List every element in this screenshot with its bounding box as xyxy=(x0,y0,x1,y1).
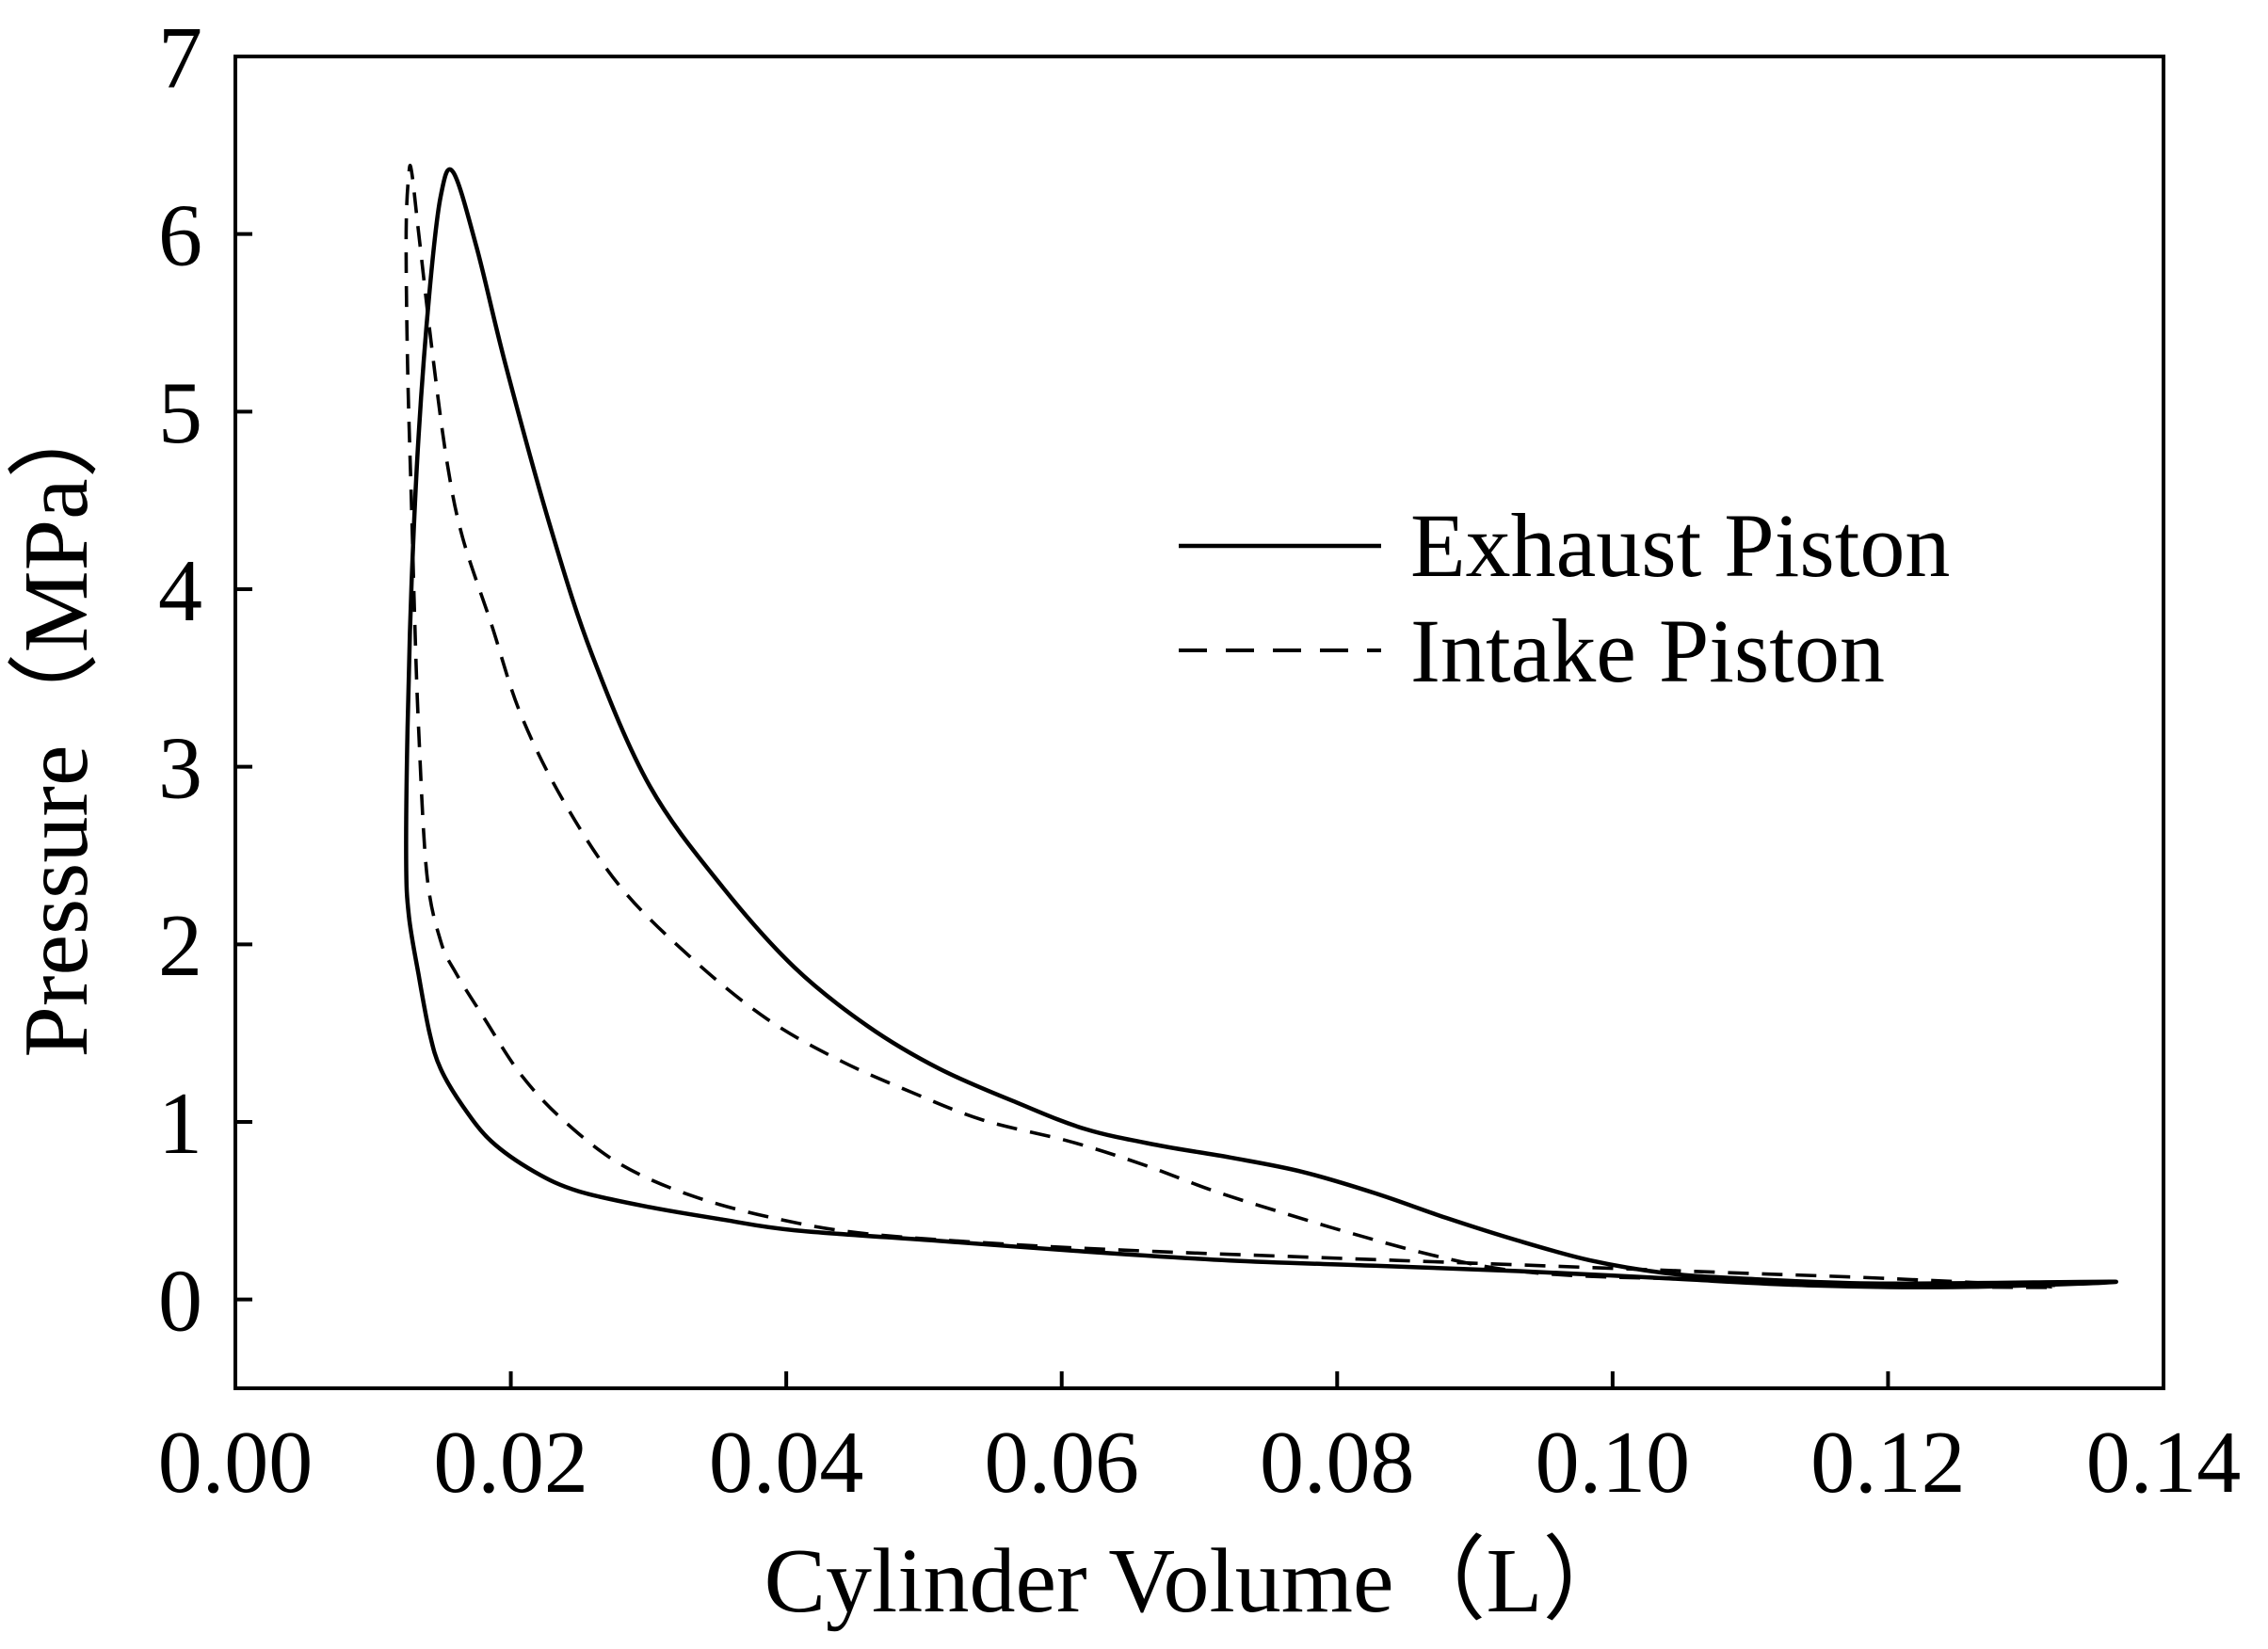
tick-layer: 0.00 0.02 0.04 0.06 0.08 0.10 0.12 0.14 0 1 2 3 4 5 6 7 xyxy=(158,9,2242,1512)
y-tick-label: 4 xyxy=(158,542,202,640)
x-tick-label: 0.04 xyxy=(709,1414,864,1512)
y-tick-label: 6 xyxy=(158,187,202,285)
x-tick-label: 0.02 xyxy=(433,1414,588,1512)
plot-frame xyxy=(233,55,2165,1390)
y-tick-label: 7 xyxy=(158,9,202,107)
x-tick-label: 0.12 xyxy=(1810,1414,1966,1512)
x-tick-label: 0.10 xyxy=(1536,1414,1691,1512)
series-line-intake-piston xyxy=(404,163,2055,1289)
x-tick-label: 0.14 xyxy=(2086,1414,2242,1512)
series-layer xyxy=(404,163,2118,1289)
x-axis-title: Cylinder Volume（L） xyxy=(764,1530,1635,1632)
y-tick-label: 3 xyxy=(158,720,202,818)
y-tick-label: 0 xyxy=(158,1253,202,1351)
series-line-exhaust-piston xyxy=(404,167,2118,1289)
x-tick-label: 0.08 xyxy=(1260,1414,1415,1512)
legend-label-intake-piston: Intake Piston xyxy=(1410,600,1885,701)
legend-label-exhaust-piston: Exhaust Piston xyxy=(1410,495,1950,596)
y-axis-title: Pressure（MPa） xyxy=(6,386,107,1057)
x-tick-label: 0.00 xyxy=(158,1414,314,1512)
y-tick-label: 2 xyxy=(158,897,202,995)
y-tick-label: 1 xyxy=(158,1075,202,1173)
x-tick-label: 0.06 xyxy=(984,1414,1139,1512)
legend: Exhaust Piston Intake Piston xyxy=(1179,495,1950,701)
y-tick-label: 5 xyxy=(158,364,202,462)
